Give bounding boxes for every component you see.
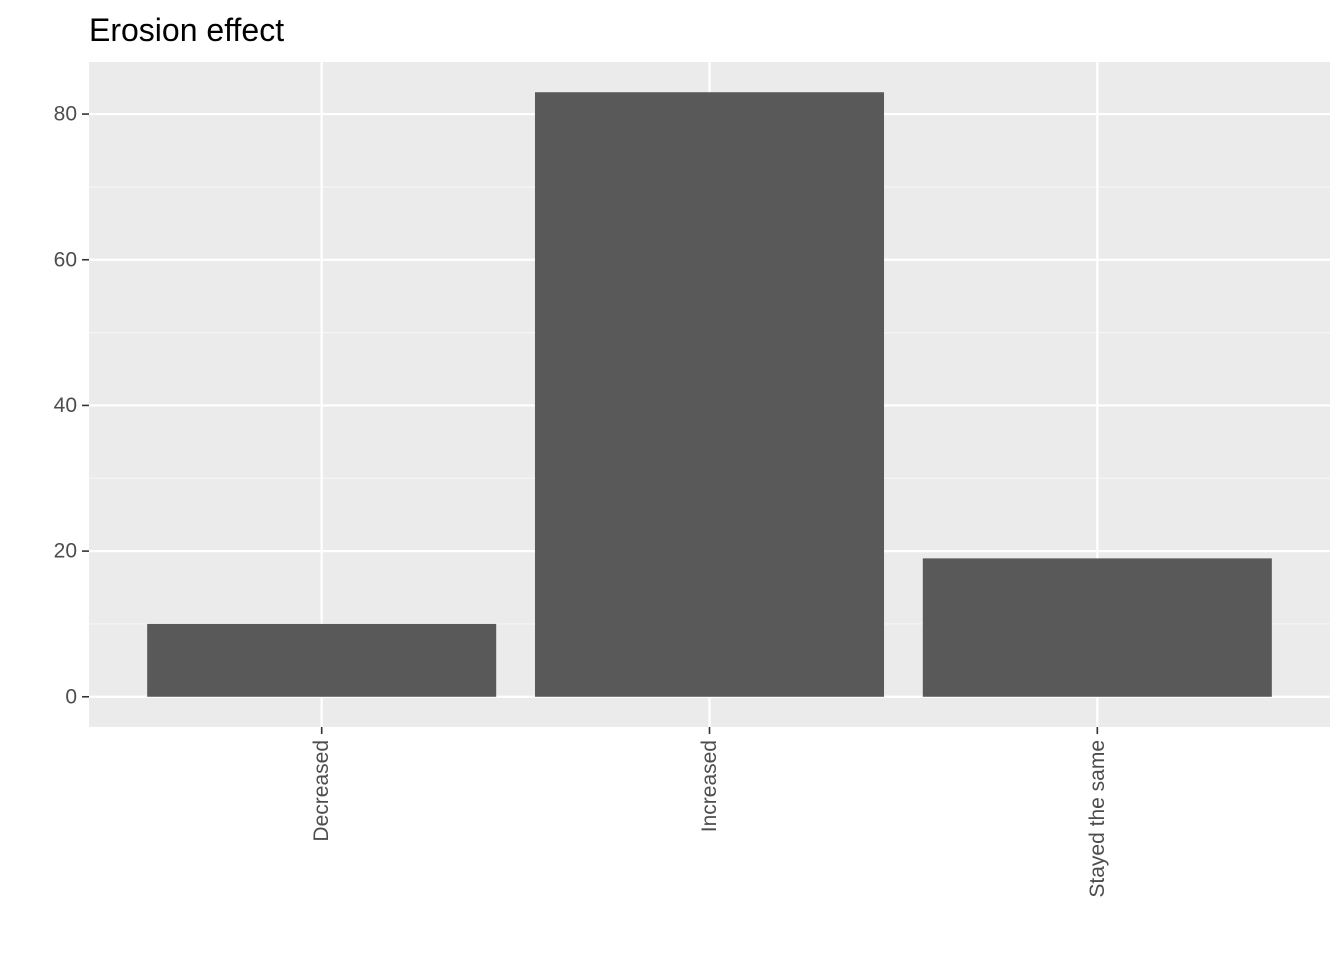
bar-increased xyxy=(534,92,885,697)
x-tick-label: Stayed the same xyxy=(1086,740,1109,898)
y-tick-label: 20 xyxy=(54,540,77,563)
y-tick-label: 60 xyxy=(54,248,77,271)
bar-decreased xyxy=(147,623,497,697)
chart-title: Erosion effect xyxy=(89,12,285,48)
x-axis: Decreased Increased Stayed the same xyxy=(310,727,1109,898)
x-tick-label: Decreased xyxy=(310,740,333,842)
x-tick-label: Increased xyxy=(698,740,721,832)
bar-stayed-the-same xyxy=(922,558,1272,697)
y-tick-label: 80 xyxy=(54,103,77,126)
bars xyxy=(147,92,1272,697)
y-tick-label: 0 xyxy=(65,685,77,708)
y-tick-label: 40 xyxy=(54,394,77,417)
y-axis: 0 20 40 60 80 xyxy=(54,103,89,708)
